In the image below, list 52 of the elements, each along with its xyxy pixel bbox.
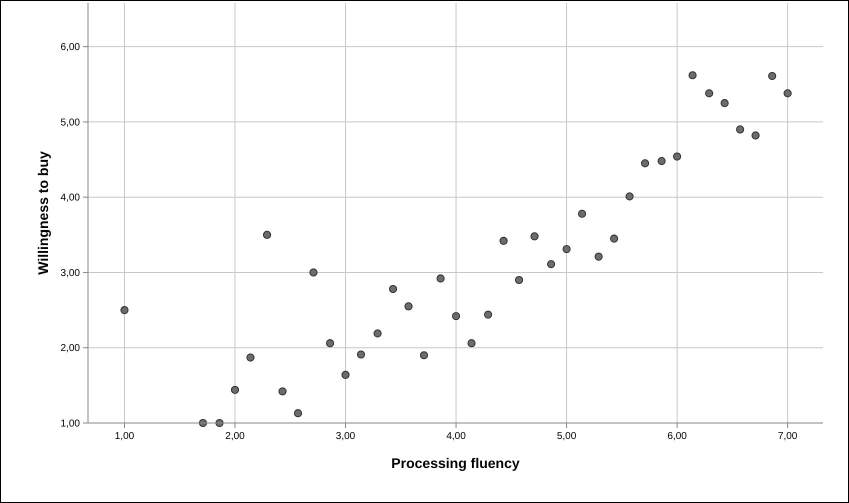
point <box>530 232 539 240</box>
point <box>658 157 666 166</box>
point <box>626 192 634 200</box>
x-tick-label: 4,00 <box>446 431 466 442</box>
point <box>389 284 398 294</box>
point <box>515 276 524 284</box>
y-tick-label: 3,00 <box>60 268 80 279</box>
point <box>578 210 586 218</box>
point <box>326 339 334 348</box>
point <box>673 152 682 161</box>
point <box>562 245 571 254</box>
x-tick-label: 6,00 <box>667 431 688 442</box>
point <box>467 339 476 348</box>
point <box>309 268 318 277</box>
point <box>547 260 556 268</box>
point <box>720 99 729 108</box>
x-tick-label: 3,00 <box>336 431 356 442</box>
point <box>484 310 492 319</box>
point <box>594 252 603 261</box>
point <box>246 353 255 362</box>
x-tick-label: 7,00 <box>778 431 798 442</box>
point <box>374 329 382 338</box>
point <box>404 302 413 310</box>
point <box>768 72 776 80</box>
y-tick-label: 6,00 <box>60 42 80 54</box>
point <box>263 230 272 239</box>
point <box>500 236 508 245</box>
point <box>688 71 697 80</box>
x-tick-label: 2,00 <box>225 431 246 442</box>
point <box>610 234 618 243</box>
point <box>436 274 445 283</box>
x-tick-label: 5,00 <box>556 431 577 442</box>
point <box>294 409 302 418</box>
y-tick-label: 1,00 <box>60 418 80 430</box>
point <box>356 350 366 359</box>
point <box>452 312 460 320</box>
point <box>120 306 129 314</box>
point <box>278 387 287 396</box>
point <box>341 370 350 379</box>
y-tick-label: 5,00 <box>60 117 80 128</box>
point <box>705 89 714 98</box>
point <box>230 386 240 394</box>
point <box>736 125 744 134</box>
point <box>752 131 760 140</box>
point <box>420 351 428 360</box>
x-axis-title: Processing fluency <box>391 455 520 471</box>
y-axis-title: Willingness to buy <box>35 151 51 275</box>
point <box>784 89 792 98</box>
x-tick-label: 1,00 <box>114 431 135 442</box>
point <box>641 159 650 168</box>
y-tick-label: 2,00 <box>60 343 80 354</box>
y-tick-label: 4,00 <box>60 192 80 204</box>
